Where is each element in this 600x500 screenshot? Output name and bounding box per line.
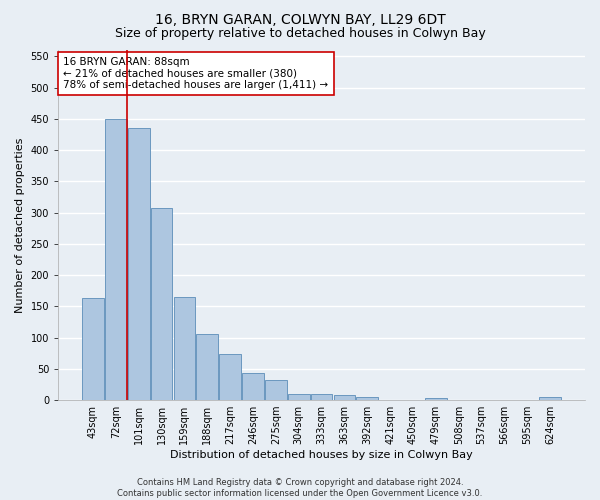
X-axis label: Distribution of detached houses by size in Colwyn Bay: Distribution of detached houses by size … bbox=[170, 450, 473, 460]
Text: Size of property relative to detached houses in Colwyn Bay: Size of property relative to detached ho… bbox=[115, 28, 485, 40]
Bar bbox=[311, 394, 332, 400]
Bar bbox=[128, 128, 149, 400]
Bar bbox=[173, 297, 196, 400]
Bar bbox=[334, 395, 355, 400]
Bar bbox=[82, 298, 104, 400]
Bar bbox=[220, 354, 241, 400]
Bar bbox=[151, 208, 172, 400]
Text: 16 BRYN GARAN: 88sqm
← 21% of detached houses are smaller (380)
78% of semi-deta: 16 BRYN GARAN: 88sqm ← 21% of detached h… bbox=[64, 57, 329, 90]
Bar bbox=[196, 334, 218, 400]
Y-axis label: Number of detached properties: Number of detached properties bbox=[15, 138, 25, 312]
Bar bbox=[539, 397, 561, 400]
Bar bbox=[425, 398, 447, 400]
Bar bbox=[242, 372, 264, 400]
Text: 16, BRYN GARAN, COLWYN BAY, LL29 6DT: 16, BRYN GARAN, COLWYN BAY, LL29 6DT bbox=[155, 12, 445, 26]
Bar bbox=[356, 397, 378, 400]
Text: Contains HM Land Registry data © Crown copyright and database right 2024.
Contai: Contains HM Land Registry data © Crown c… bbox=[118, 478, 482, 498]
Bar bbox=[105, 119, 127, 400]
Bar bbox=[288, 394, 310, 400]
Bar bbox=[265, 380, 287, 400]
